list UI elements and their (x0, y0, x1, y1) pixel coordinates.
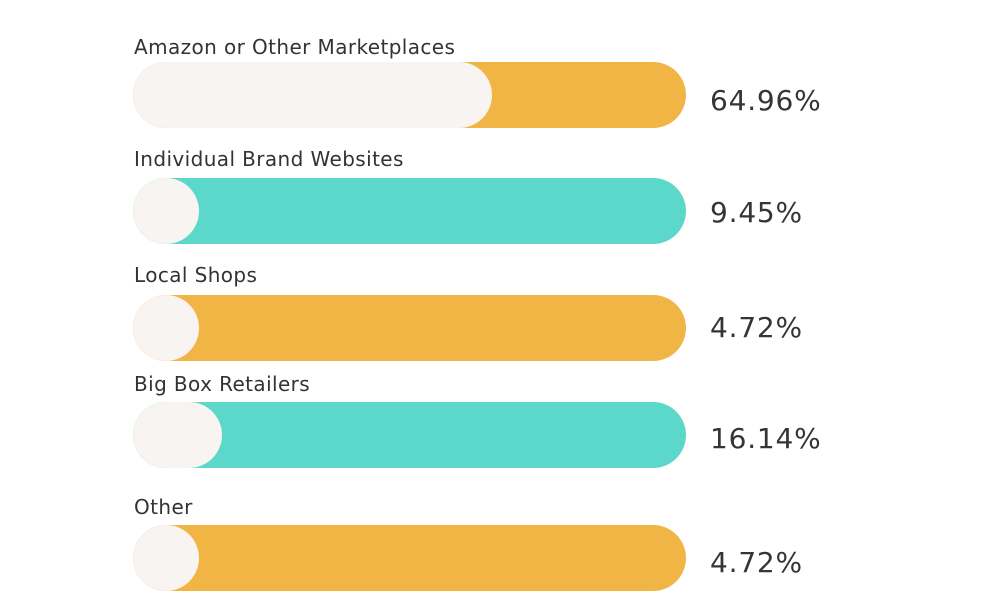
category-label: Other (134, 495, 193, 519)
value-label: 4.72% (710, 311, 803, 344)
bar-fill (133, 525, 199, 591)
bar-fill (133, 62, 493, 128)
value-label: 16.14% (710, 422, 822, 455)
bar-track (133, 402, 686, 468)
bar-track (133, 62, 686, 128)
category-label: Big Box Retailers (134, 372, 311, 396)
bar-fill (133, 402, 223, 468)
bar-track (133, 525, 686, 591)
value-label: 64.96% (710, 84, 822, 117)
category-label: Individual Brand Websites (134, 147, 404, 171)
value-label: 4.72% (710, 546, 803, 579)
bar-track (133, 295, 686, 361)
bar-fill (133, 178, 199, 244)
value-label: 9.45% (710, 196, 803, 229)
bar-track (133, 178, 686, 244)
bar-fill (133, 295, 199, 361)
category-label: Amazon or Other Marketplaces (134, 35, 456, 59)
category-label: Local Shops (134, 263, 258, 287)
